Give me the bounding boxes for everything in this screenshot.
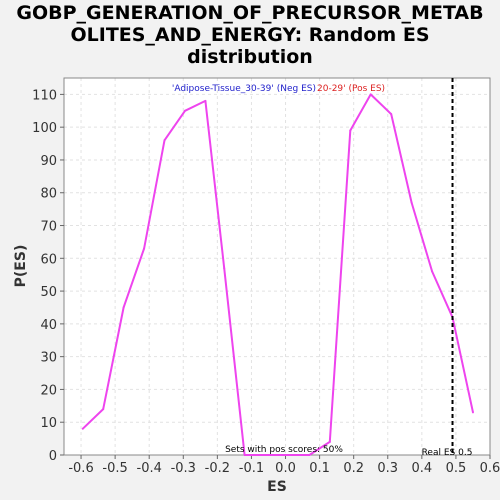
y-tick-label: 90 bbox=[40, 154, 57, 169]
real-es-label: Real ES 0.5 bbox=[422, 448, 473, 458]
series-layer bbox=[81, 78, 474, 456]
y-tick-label: 100 bbox=[32, 121, 57, 136]
data-point bbox=[349, 129, 352, 132]
data-point bbox=[163, 139, 166, 142]
data-point bbox=[328, 440, 331, 443]
x-tick-label: -0.5 bbox=[102, 461, 127, 476]
chart-title-line-1: GOBP_GENERATION_OF_PRECURSOR_METAB bbox=[16, 2, 484, 24]
plot-area bbox=[64, 78, 490, 455]
data-point bbox=[390, 113, 393, 116]
y-tick-label: 110 bbox=[32, 88, 57, 103]
x-tick-label: 0.2 bbox=[343, 461, 364, 476]
y-tick-label: 60 bbox=[40, 252, 57, 267]
data-point bbox=[431, 270, 434, 273]
data-point bbox=[284, 454, 287, 456]
data-point bbox=[410, 201, 413, 204]
annotations: 'Adipose-Tissue_30-39' (Neg ES) 20-29' (… bbox=[172, 84, 473, 458]
data-point bbox=[81, 427, 84, 430]
sets-with-pos-scores-label: Sets with pos scores: 50% bbox=[225, 445, 343, 455]
data-point bbox=[308, 454, 311, 456]
y-tick-label: 40 bbox=[40, 318, 57, 333]
data-point bbox=[183, 109, 186, 112]
axes: -0.6 -0.5 -0.4 -0.3 -0.2 -0.1 0.0 0.1 0.2 0.3 0.4 0… bbox=[32, 77, 500, 476]
x-tick-label: -0.6 bbox=[68, 461, 93, 476]
data-point bbox=[243, 454, 246, 456]
data-point bbox=[471, 411, 474, 414]
y-tick-label: 50 bbox=[40, 285, 57, 300]
chart-title: GOBP_GENERATION_OF_PRECURSOR_METAB OLITE… bbox=[0, 2, 500, 68]
chart-title-line-3: distribution bbox=[187, 46, 313, 68]
data-point bbox=[369, 93, 372, 96]
x-axis-title: ES bbox=[267, 479, 287, 495]
x-tick-label: 0.3 bbox=[377, 461, 398, 476]
y-tick-label: 10 bbox=[40, 416, 57, 431]
data-point bbox=[143, 247, 146, 250]
y-tick-label: 30 bbox=[40, 351, 57, 366]
y-tick-label: 0 bbox=[49, 449, 57, 464]
y-axis-title: P(ES) bbox=[13, 245, 29, 288]
data-point bbox=[223, 267, 226, 270]
x-tick-label: 0.4 bbox=[411, 461, 432, 476]
pos-es-label: 20-29' (Pos ES) bbox=[317, 84, 385, 94]
neg-es-label: 'Adipose-Tissue_30-39' (Neg ES) bbox=[172, 84, 316, 94]
y-tick-label: 20 bbox=[40, 383, 57, 398]
es-distribution-line bbox=[82, 93, 474, 456]
x-tick-label: 0.1 bbox=[309, 461, 330, 476]
y-tick-label: 70 bbox=[40, 220, 57, 235]
x-tick-label: -0.3 bbox=[171, 461, 196, 476]
data-point bbox=[102, 408, 105, 411]
x-tick-label: 0.5 bbox=[446, 461, 467, 476]
data-point bbox=[122, 306, 125, 309]
x-tick-label: -0.2 bbox=[205, 461, 230, 476]
x-tick-label: 0.6 bbox=[480, 461, 500, 476]
x-tick-label: -0.1 bbox=[239, 461, 264, 476]
data-point bbox=[264, 454, 267, 456]
y-tick-label: 80 bbox=[40, 187, 57, 202]
x-tick-label: 0.0 bbox=[275, 461, 296, 476]
x-tick-label: -0.4 bbox=[137, 461, 162, 476]
chart-title-line-2: OLITES_AND_ENERGY: Random ES bbox=[70, 24, 430, 46]
data-point bbox=[204, 99, 207, 102]
